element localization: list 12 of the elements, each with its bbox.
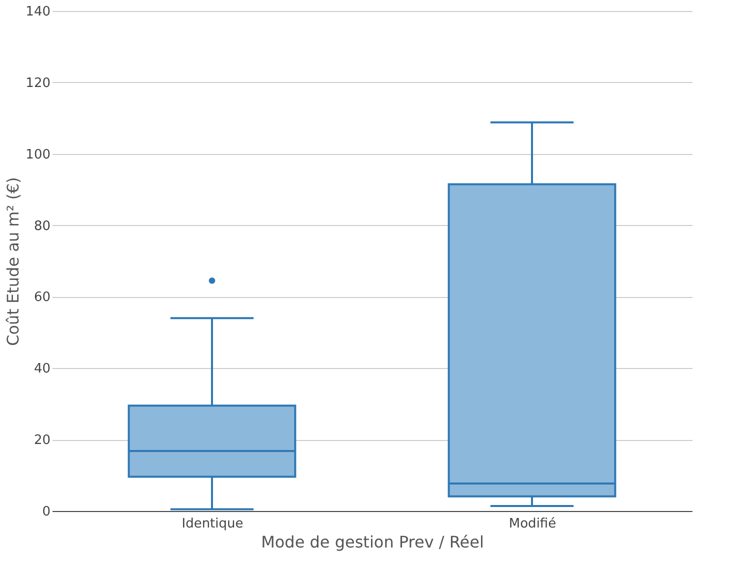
x-tick-label: Modifié: [508, 516, 556, 532]
y-tick-label: 100: [26, 147, 50, 162]
y-axis-title: Coût Etude au m² (€): [4, 177, 23, 346]
y-tick-label: 80: [34, 218, 50, 234]
y-tick-label: 40: [34, 362, 50, 377]
y-tick-label: 140: [26, 4, 50, 20]
y-tick-label: 0: [42, 504, 50, 520]
y-tick-label: 60: [34, 290, 50, 306]
y-tick-label: 120: [26, 76, 50, 91]
y-tick-label: 20: [34, 433, 50, 448]
x-axis-title: Mode de gestion Prev / Réel: [261, 532, 484, 552]
x-tick-label: Identique: [182, 516, 244, 532]
